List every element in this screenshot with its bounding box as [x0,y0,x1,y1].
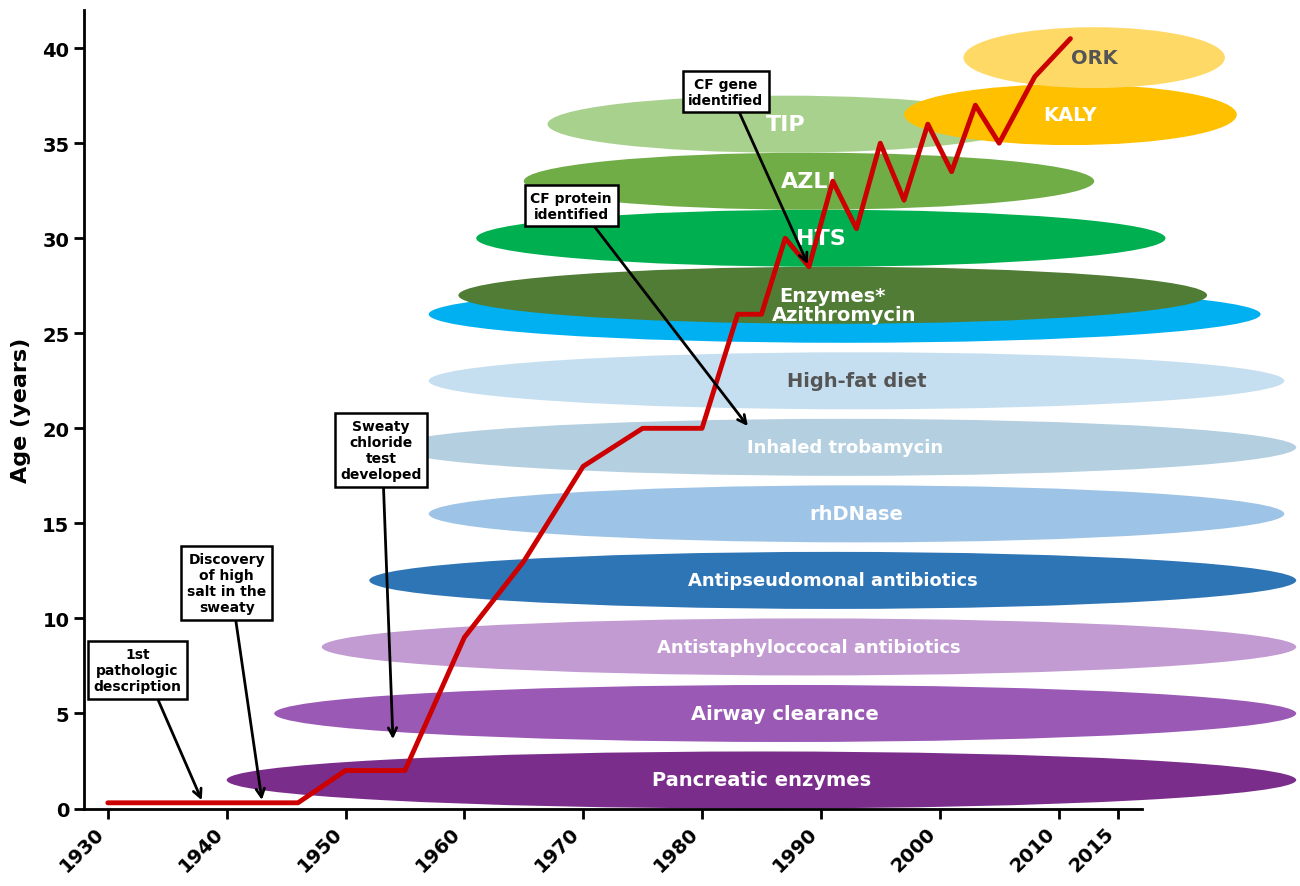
Text: Enzymes*: Enzymes* [780,286,885,306]
Y-axis label: Age (years): Age (years) [12,338,31,482]
Text: AZLI: AZLI [781,172,837,192]
Ellipse shape [321,618,1296,676]
Text: CF gene
identified: CF gene identified [688,78,763,108]
Text: Airway clearance: Airway clearance [692,704,879,723]
Text: ORK: ORK [1071,49,1118,68]
Ellipse shape [547,97,1023,153]
Text: Inhaled trobamycin: Inhaled trobamycin [746,439,942,457]
Ellipse shape [429,486,1284,543]
Ellipse shape [429,286,1261,344]
Ellipse shape [476,211,1166,268]
Ellipse shape [903,85,1236,146]
Text: Sweaty
chloride
test
developed: Sweaty chloride test developed [341,419,421,482]
Text: rhDNase: rhDNase [810,505,903,524]
Ellipse shape [963,28,1225,89]
Text: Azithromycin: Azithromycin [772,306,916,324]
Text: KALY: KALY [1044,106,1097,125]
Text: TIP: TIP [766,115,805,135]
Ellipse shape [459,268,1208,324]
Ellipse shape [226,751,1296,809]
Ellipse shape [524,153,1095,211]
Text: Antipseudomonal antibiotics: Antipseudomonal antibiotics [688,571,978,590]
Ellipse shape [274,685,1296,742]
Text: Discovery
of high
salt in the
sweaty: Discovery of high salt in the sweaty [187,552,266,615]
Ellipse shape [369,552,1296,610]
Text: Pancreatic enzymes: Pancreatic enzymes [651,771,871,789]
Text: Antistaphyloccocal antibiotics: Antistaphyloccocal antibiotics [658,638,961,657]
Text: HTS: HTS [796,229,846,249]
Text: 1st
pathologic
description: 1st pathologic description [94,647,182,694]
Text: High-fat diet: High-fat diet [786,372,927,391]
Ellipse shape [429,353,1284,410]
Ellipse shape [393,419,1296,477]
Text: CF protein
identified: CF protein identified [530,191,612,222]
